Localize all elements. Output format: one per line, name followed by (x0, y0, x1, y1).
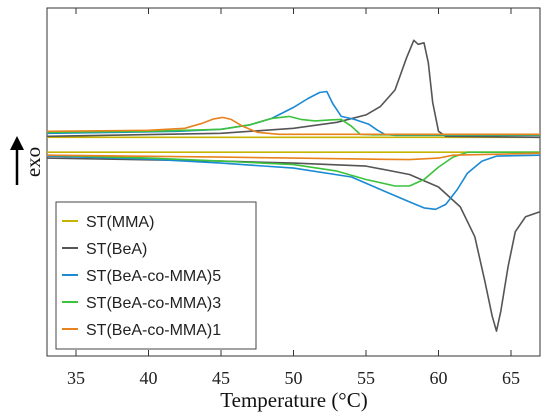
x-tick-label: 60 (430, 368, 448, 388)
legend-label: ST(BeA-co-MMA)5 (86, 268, 221, 285)
x-tick-label: 40 (140, 368, 158, 388)
x-tick-label: 35 (67, 368, 85, 388)
series-line-3-1 (46, 151, 540, 187)
x-axis-title: Temperature (°C) (220, 388, 367, 412)
exo-arrow (10, 136, 24, 185)
legend-label: ST(BeA-co-MMA)1 (86, 322, 221, 339)
series-line-3-0 (46, 115, 540, 136)
legend-box (55, 201, 257, 350)
series-line-4-0 (46, 116, 540, 136)
series-line-2-1 (46, 154, 541, 211)
x-ticks: 35 40 45 50 55 60 65 (67, 8, 520, 388)
curves (46, 39, 541, 332)
legend: ST(MMA) ST(BeA) ST(BeA-co-MMA)5 ST(BeA-co-M… (55, 201, 257, 350)
legend-label: ST(MMA) (86, 214, 154, 231)
legend-label: ST(BeA) (86, 241, 147, 258)
x-tick-label: 65 (502, 368, 520, 388)
x-tick-label: 45 (212, 368, 230, 388)
series-line-4-1 (46, 152, 541, 161)
x-tick-label: 55 (357, 368, 375, 388)
y-axis-title: exo (21, 147, 45, 177)
legend-label: ST(BeA-co-MMA)3 (86, 295, 221, 312)
series-line-1-0 (46, 39, 541, 139)
x-tick-label: 50 (285, 368, 303, 388)
series-line-1-1 (46, 157, 541, 332)
